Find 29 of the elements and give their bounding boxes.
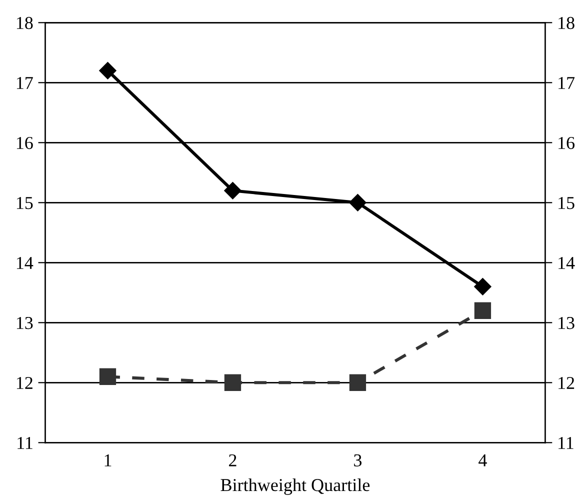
y-tick-label: 11	[18, 436, 32, 449]
y2-tick-label: 13	[558, 316, 574, 330]
y-tick-label: 17	[16, 76, 33, 89]
y2-tick-label: 16	[558, 136, 575, 150]
y2-tick-label: 12	[558, 376, 574, 389]
y2-tick-label: 15	[558, 196, 574, 210]
y-tick-label: 14	[16, 256, 34, 269]
x-tick-label: 3	[354, 454, 362, 466]
point	[349, 194, 366, 212]
y-tick-label: 12	[16, 376, 32, 389]
point	[99, 368, 116, 385]
y2-tick-label: 14	[558, 256, 575, 269]
x-axis-title: Birthweight Quartile	[220, 478, 370, 495]
point	[224, 374, 242, 391]
y-tick-label: 18	[16, 16, 33, 30]
point	[349, 374, 366, 391]
point	[99, 62, 116, 80]
y2-tick-label: 17	[558, 76, 575, 89]
point	[224, 182, 242, 200]
y-tick-label: 16	[16, 136, 33, 150]
point	[474, 302, 492, 319]
y-tick-label: 13	[16, 316, 33, 330]
x-tick-label: 1	[104, 454, 112, 466]
y-tick-label: 15	[16, 196, 33, 210]
x-tick-label: 2	[229, 454, 236, 466]
x-tick-label: 4	[478, 454, 487, 466]
y2-tick-label: 18	[558, 16, 574, 30]
point	[474, 278, 492, 296]
y2-tick-label: 11	[558, 436, 574, 449]
